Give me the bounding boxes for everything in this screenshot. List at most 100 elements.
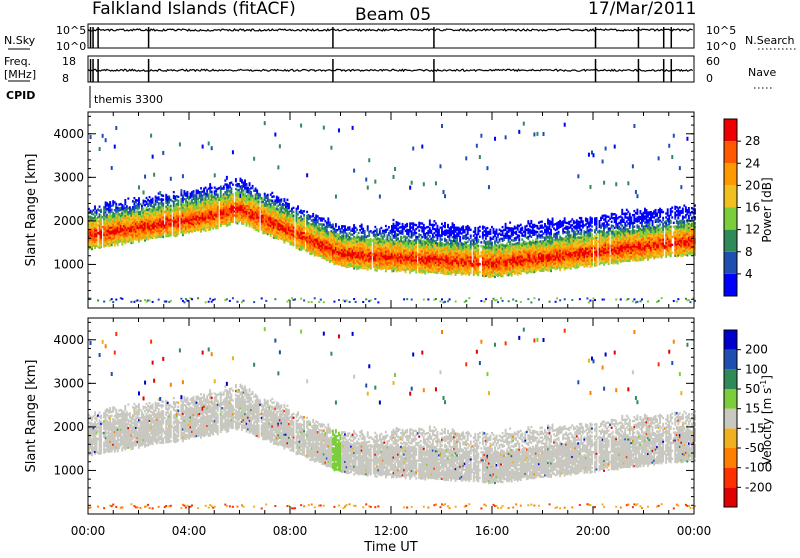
power-cell bbox=[402, 223, 404, 225]
power-cell bbox=[447, 224, 449, 226]
power-cell bbox=[202, 145, 204, 149]
power-cell bbox=[323, 224, 325, 226]
power-cell bbox=[323, 218, 325, 220]
power-cell bbox=[241, 179, 243, 181]
power-cell bbox=[397, 237, 399, 239]
power-cell bbox=[205, 301, 207, 303]
power-cell bbox=[168, 195, 170, 197]
power-cell bbox=[303, 210, 305, 212]
power-cell bbox=[427, 298, 429, 300]
power-cell bbox=[191, 298, 193, 300]
power-cell bbox=[112, 301, 114, 303]
power-cell bbox=[436, 225, 438, 227]
power-cell bbox=[411, 299, 413, 301]
power-cell bbox=[346, 300, 348, 302]
power-cell bbox=[136, 299, 138, 301]
power-cell bbox=[308, 301, 310, 303]
power-cell bbox=[453, 224, 455, 226]
power-cell bbox=[99, 147, 101, 151]
power-cell bbox=[293, 207, 295, 209]
power-cell bbox=[393, 219, 395, 221]
power-cell bbox=[121, 298, 123, 300]
power-cell bbox=[115, 299, 117, 301]
power-cell bbox=[246, 183, 248, 185]
power-cell bbox=[230, 187, 232, 189]
power-cell bbox=[162, 199, 164, 201]
power-cell bbox=[335, 195, 337, 199]
power-cell bbox=[129, 206, 131, 208]
power-cell bbox=[399, 222, 401, 224]
power-cell bbox=[393, 175, 395, 179]
power-cell bbox=[279, 144, 281, 148]
cpid-label: CPID bbox=[6, 89, 35, 102]
power-cell bbox=[138, 197, 140, 199]
power-cell bbox=[177, 196, 179, 198]
power-cell bbox=[412, 147, 414, 151]
nsearch-tick-top: 10^5 bbox=[706, 24, 736, 37]
power-cell bbox=[388, 226, 390, 228]
power-cell bbox=[355, 301, 357, 303]
power-cell bbox=[236, 301, 238, 303]
power-cell bbox=[364, 230, 366, 232]
cpid-value: themis 3300 bbox=[94, 93, 163, 106]
freq-panel: Freq. [MHz] 18 8 60 0 Nave bbox=[4, 55, 776, 88]
power-cell bbox=[303, 214, 305, 216]
power-cell bbox=[327, 217, 329, 219]
power-cell bbox=[94, 205, 96, 207]
power-cell bbox=[214, 173, 216, 177]
power-cell bbox=[355, 231, 357, 233]
power-cell bbox=[415, 232, 417, 234]
power-cell bbox=[173, 191, 175, 193]
power-cell bbox=[152, 155, 154, 159]
power-cell bbox=[370, 299, 372, 301]
power-cell bbox=[209, 183, 211, 185]
power-cell bbox=[143, 207, 145, 209]
power-cell bbox=[353, 169, 355, 173]
power-cell bbox=[111, 166, 113, 170]
power-cell bbox=[293, 211, 295, 213]
freq-frame bbox=[88, 56, 694, 82]
power-cell bbox=[358, 232, 360, 234]
power-cell bbox=[406, 298, 408, 300]
power-cell bbox=[323, 126, 325, 130]
trace-line bbox=[88, 69, 693, 71]
power-cell bbox=[208, 301, 210, 303]
power-cell bbox=[130, 301, 132, 303]
power-cell bbox=[368, 158, 370, 162]
power-cell bbox=[300, 124, 302, 128]
power-cell bbox=[180, 298, 182, 300]
power-cell bbox=[444, 194, 446, 198]
power-cell bbox=[158, 196, 160, 198]
power-cell bbox=[273, 195, 275, 197]
power-cell bbox=[300, 215, 302, 217]
power-cell bbox=[90, 135, 92, 139]
power-cell bbox=[111, 209, 113, 211]
freq-tick-top: 18 bbox=[62, 55, 76, 68]
power-cell bbox=[353, 224, 355, 226]
freq-tick-bottom: 8 bbox=[62, 72, 69, 85]
power-cell bbox=[252, 185, 254, 187]
power-cell bbox=[182, 174, 184, 178]
power-cell bbox=[429, 227, 431, 229]
power-cell bbox=[144, 175, 146, 179]
power-cell bbox=[429, 219, 431, 221]
power-cell bbox=[435, 298, 437, 300]
power-cell bbox=[444, 222, 446, 224]
power-cell bbox=[379, 195, 381, 199]
power-cell bbox=[353, 298, 355, 300]
power-cells bbox=[88, 121, 696, 303]
nsearch-label: N.Search bbox=[745, 34, 795, 47]
nsky-frame bbox=[88, 24, 694, 48]
power-cell bbox=[162, 202, 164, 204]
power-cell bbox=[377, 301, 379, 303]
power-cell bbox=[338, 128, 340, 132]
power-cell bbox=[271, 192, 273, 194]
power-cell bbox=[143, 190, 145, 194]
power-cell bbox=[232, 193, 234, 195]
power-cell bbox=[467, 241, 469, 243]
power-cell bbox=[435, 222, 437, 224]
power-cell bbox=[149, 196, 151, 198]
power-cell bbox=[109, 201, 111, 203]
power-cell bbox=[374, 226, 376, 228]
